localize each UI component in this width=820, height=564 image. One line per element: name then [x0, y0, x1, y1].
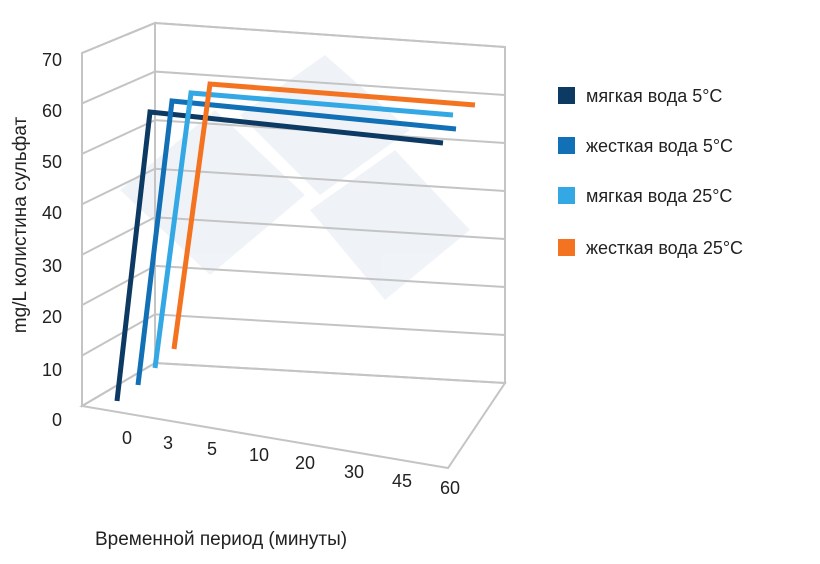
legend-label: мягкая вода 5°C	[586, 86, 722, 106]
y-tick-label: 0	[52, 410, 62, 430]
gridline-10	[81, 313, 506, 357]
legend-swatch	[558, 137, 575, 154]
gridline-60	[81, 70, 506, 105]
legend-swatch	[558, 239, 575, 256]
x-tick-label: 5	[207, 439, 217, 459]
series-line	[171, 81, 476, 350]
x-tick-label: 3	[163, 433, 173, 453]
series-line	[114, 109, 444, 402]
y-tick-label: 30	[42, 256, 62, 276]
y-tick-label: 20	[42, 307, 62, 327]
legend-label: жесткая вода 5°C	[586, 136, 733, 156]
y-tick-label: 50	[42, 152, 62, 172]
gridline-20	[81, 264, 506, 307]
legend-label: жесткая вода 25°C	[586, 238, 743, 258]
legend-swatch	[558, 187, 575, 204]
x-tick-label: 10	[249, 445, 269, 465]
series-line	[135, 98, 457, 386]
gridline-40	[81, 167, 506, 206]
x-tick-labels: 0 3 5 10 20 30 45 60	[122, 428, 460, 498]
x-tick-label: 20	[295, 453, 315, 473]
series-line	[152, 90, 454, 369]
gridline-70	[81, 21, 506, 54]
series-lines	[114, 81, 476, 402]
y-tick-label: 60	[42, 101, 62, 121]
x-axis-title: Временной период (минуты)	[95, 529, 347, 550]
y-tick-label: 10	[42, 360, 62, 380]
legend: мягкая вода 5°C жесткая вода 5°C мягкая во…	[558, 86, 743, 258]
y-tick-label: 40	[42, 203, 62, 223]
y-tick-labels: 0 10 20 30 40 50 60 70	[42, 50, 62, 430]
legend-swatch	[558, 87, 575, 104]
x-tick-label: 30	[344, 462, 364, 482]
x-tick-label: 0	[122, 428, 132, 448]
floor	[79, 361, 507, 470]
legend-label: мягкая вода 25°C	[586, 186, 732, 206]
y-axis-title: mg/L колистина сульфат	[10, 117, 31, 334]
x-tick-label: 60	[440, 478, 460, 498]
gridline-30	[81, 216, 506, 256]
x-tick-label: 45	[392, 471, 412, 491]
y-tick-label: 70	[42, 50, 62, 70]
